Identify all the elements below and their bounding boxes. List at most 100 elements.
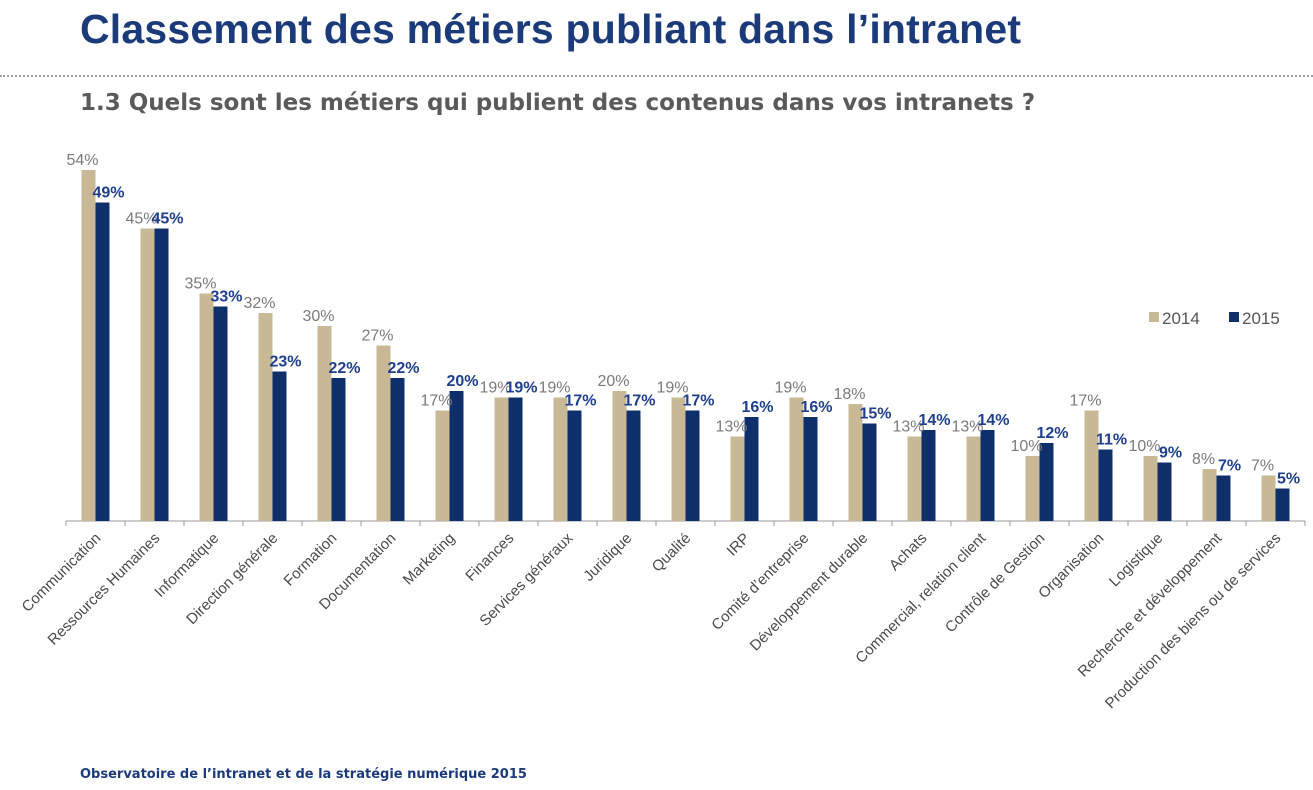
legend-label-2015: 2015	[1242, 309, 1280, 328]
value-label-2014: 19%	[479, 380, 511, 397]
category-label: Ressources Humaines	[45, 530, 164, 649]
bar-2014	[317, 326, 332, 521]
bar-2015	[1216, 475, 1231, 521]
value-label-2014: 20%	[597, 373, 629, 390]
bar-2014	[258, 313, 273, 521]
legend-swatch-2014	[1149, 312, 1159, 322]
bar-2015	[626, 410, 641, 521]
category-label: Développement durable	[747, 530, 872, 655]
value-label-2014: 19%	[538, 380, 570, 397]
value-labels-group: 54%49%45%45%35%33% 32%23%30%22%27%22%17%2…	[66, 152, 1300, 488]
value-label-2015: 17%	[682, 393, 714, 410]
footer-source: Observatoire de l’intranet et de la stra…	[80, 767, 527, 782]
category-label: Contrôle de Gestion	[942, 530, 1048, 636]
value-label-2014: 45%	[125, 211, 157, 228]
bar-2015	[921, 430, 936, 521]
category-label: Formation	[281, 530, 341, 590]
bar-2014	[140, 228, 155, 521]
value-label-2015: 19%	[505, 380, 537, 397]
bar-2015	[862, 423, 877, 521]
value-label-2015: 23%	[269, 354, 301, 371]
value-label-2014: 13%	[892, 419, 924, 436]
legend-label-2014: 2014	[1162, 309, 1200, 328]
value-label-2015: 17%	[564, 393, 596, 410]
bar-2015	[1039, 443, 1054, 521]
value-label-2014: 35%	[184, 276, 216, 293]
value-label-2014: 8%	[1192, 451, 1215, 468]
value-label-2015: 45%	[151, 211, 183, 228]
bar-2015	[213, 306, 228, 521]
bar-2015	[449, 391, 464, 521]
bar-2014	[199, 293, 214, 521]
chart-subtitle: 1.3 Quels sont les métiers qui publient …	[80, 90, 1036, 116]
bar-2014	[81, 170, 96, 521]
bar-2014	[907, 436, 922, 521]
category-label: Marketing	[400, 530, 459, 589]
value-label-2015: 16%	[741, 399, 773, 416]
bar-2014	[848, 404, 863, 521]
value-label-2014: 17%	[1069, 393, 1101, 410]
value-label-2015: 5%	[1277, 471, 1300, 488]
value-label-2014: 19%	[656, 380, 688, 397]
bar-2014	[1202, 469, 1217, 521]
value-label-2014: 10%	[1010, 438, 1042, 455]
value-label-2015: 22%	[387, 360, 419, 377]
bar-2015	[1098, 449, 1113, 521]
bar-2015	[390, 378, 405, 521]
value-label-2014: 27%	[361, 328, 393, 345]
bar-2015	[1275, 488, 1290, 521]
page-title: Classement des métiers publiant dans l’i…	[80, 6, 1022, 52]
bar-2014	[553, 397, 568, 521]
value-label-2015: 22%	[328, 360, 360, 377]
bar-2015	[980, 430, 995, 521]
value-label-2014: 7%	[1251, 458, 1274, 475]
bar-2015	[1157, 462, 1172, 521]
value-label-2015: 49%	[92, 185, 124, 202]
value-label-2015: 9%	[1159, 445, 1182, 462]
bar-2014	[671, 397, 686, 521]
bar-2015	[95, 202, 110, 521]
value-label-2014: 13%	[951, 419, 983, 436]
category-label: Finances	[462, 530, 517, 585]
bar-2014	[612, 391, 627, 521]
category-label: Logistique	[1106, 530, 1166, 590]
value-label-2015: 16%	[800, 399, 832, 416]
value-label-2014: 32%	[243, 295, 275, 312]
value-label-2014: 54%	[66, 152, 98, 169]
value-label-2015: 11%	[1096, 432, 1127, 449]
value-label-2015: 14%	[918, 412, 950, 429]
value-label-2014: 17%	[420, 393, 452, 410]
bar-chart: 54%49%45%45%35%33% 32%23%30%22%27%22%17%2…	[19, 152, 1306, 712]
bar-2015	[685, 410, 700, 521]
value-label-2015: 14%	[977, 412, 1009, 429]
category-label: Achats	[886, 530, 930, 574]
value-label-2014: 19%	[774, 380, 806, 397]
title-separator	[0, 75, 1313, 77]
bar-2014	[376, 345, 391, 521]
bars-group	[81, 170, 1290, 521]
bar-2014	[494, 397, 509, 521]
bar-2014	[730, 436, 745, 521]
category-label: IRP	[724, 530, 754, 560]
bar-2014	[1084, 410, 1099, 521]
bar-2015	[508, 397, 523, 521]
value-label-2015: 7%	[1218, 458, 1241, 475]
bar-2014	[1025, 456, 1040, 521]
bar-2014	[1143, 456, 1158, 521]
value-label-2015: 15%	[859, 406, 891, 423]
bar-2014	[789, 397, 804, 521]
bar-2015	[331, 378, 346, 521]
x-axis-ticks	[65, 521, 1306, 526]
category-label: Juridique	[580, 530, 635, 585]
bar-2014	[435, 410, 450, 521]
bar-2014	[1261, 475, 1276, 521]
value-label-2014: 30%	[302, 308, 334, 325]
value-label-2015: 17%	[623, 393, 655, 410]
bar-2015	[154, 228, 169, 521]
value-label-2015: 33%	[210, 289, 242, 306]
legend-swatch-2015	[1229, 312, 1239, 322]
bar-2015	[744, 417, 759, 521]
value-label-2014: 13%	[715, 419, 747, 436]
value-label-2014: 10%	[1128, 438, 1160, 455]
